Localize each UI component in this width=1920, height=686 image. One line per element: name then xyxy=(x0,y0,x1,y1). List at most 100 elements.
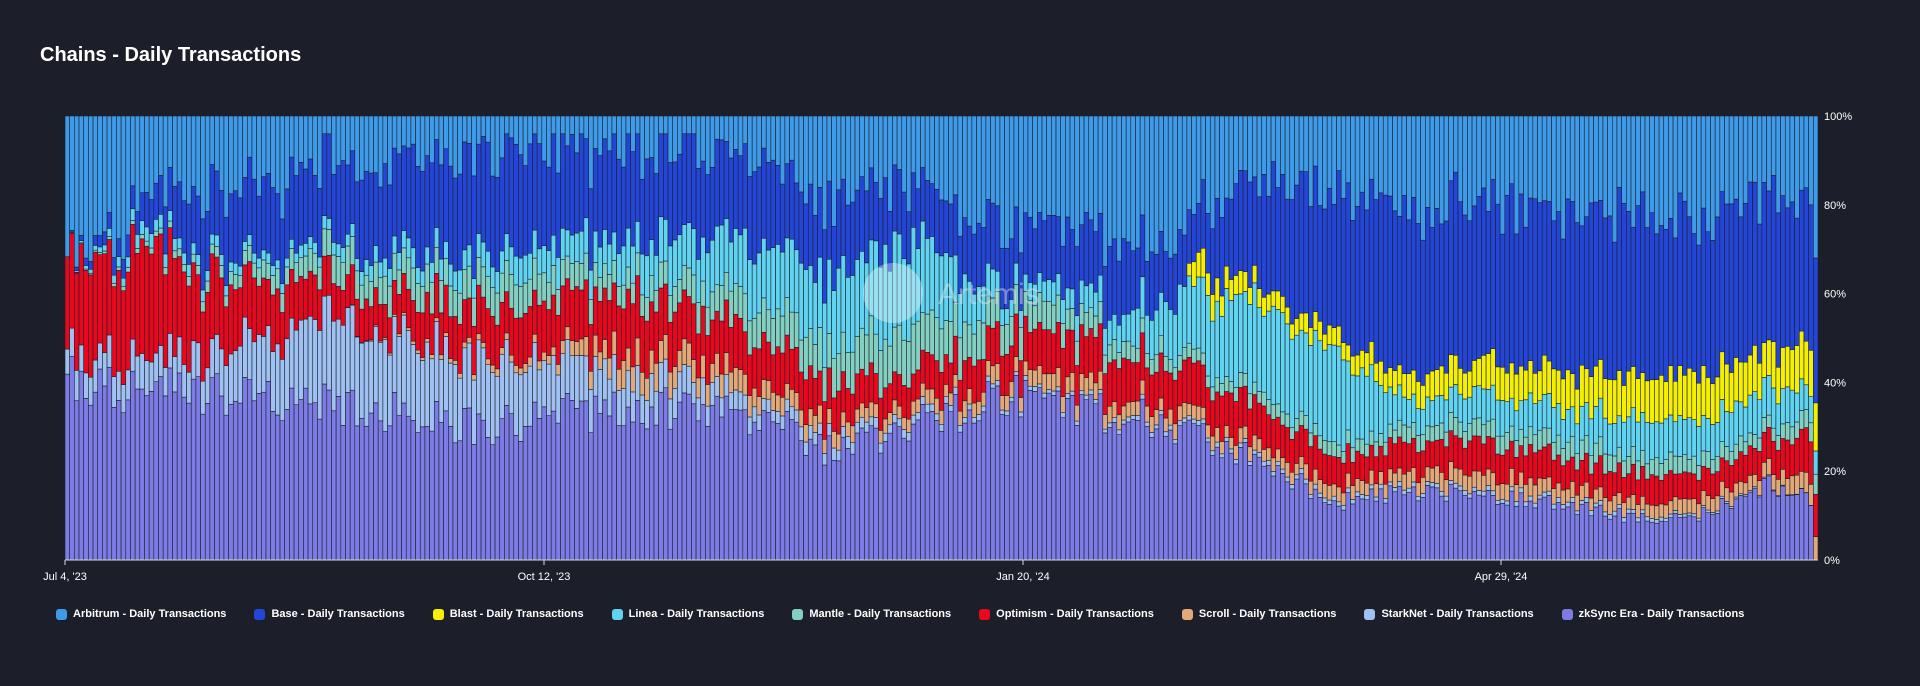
bar-segment xyxy=(354,115,360,183)
bar-segment xyxy=(850,115,856,203)
bar-segment xyxy=(1499,233,1506,368)
bar-segment xyxy=(1055,386,1062,392)
bar-segment xyxy=(1654,522,1660,561)
bar-segment xyxy=(1780,388,1786,425)
bar-segment xyxy=(541,351,547,361)
bar-segment xyxy=(583,279,589,337)
bar-segment xyxy=(1467,475,1473,495)
bar-segment xyxy=(195,274,201,344)
bar-segment xyxy=(1200,276,1206,354)
bar-segment xyxy=(1303,171,1309,314)
legend-item[interactable]: Base - Daily Transactions xyxy=(254,608,405,620)
bar-segment xyxy=(228,271,234,286)
bar-segment xyxy=(1200,407,1206,420)
bar-segment xyxy=(1541,491,1548,498)
bar-segment xyxy=(1261,391,1267,407)
bar-segment xyxy=(1139,398,1146,561)
bar-segment xyxy=(1336,457,1342,488)
bar-segment xyxy=(859,327,865,370)
bar-segment xyxy=(803,203,809,270)
bar-segment xyxy=(1359,480,1365,495)
bar-segment xyxy=(733,115,739,150)
bar-segment xyxy=(1079,279,1085,304)
bar-segment xyxy=(125,267,131,273)
bar-segment xyxy=(541,272,547,302)
bar-segment xyxy=(583,355,589,402)
legend-item[interactable]: zkSync Era - Daily Transactions xyxy=(1561,608,1744,620)
bar-segment xyxy=(303,278,309,320)
bar-segment xyxy=(1195,347,1202,362)
bar-segment xyxy=(1420,450,1426,478)
bar-segment xyxy=(167,333,173,369)
bar-segment xyxy=(172,391,178,561)
bar-segment xyxy=(560,285,566,341)
bar-segment xyxy=(1200,418,1206,425)
bar-segment xyxy=(1242,441,1248,561)
bar-segment xyxy=(1027,369,1033,387)
bar-segment xyxy=(1308,345,1314,434)
legend-item[interactable]: Blast - Daily Transactions xyxy=(432,608,584,620)
bar-segment xyxy=(994,205,1001,272)
bar-segment xyxy=(391,279,398,315)
bar-segment xyxy=(747,416,753,436)
bar-segment xyxy=(803,455,809,561)
bar-segment xyxy=(878,198,884,268)
bar-segment xyxy=(513,255,519,286)
legend-item[interactable]: Scroll - Daily Transactions xyxy=(1181,608,1336,620)
bar-segment xyxy=(756,348,762,397)
bar-segment xyxy=(1149,416,1155,433)
bar-segment xyxy=(293,175,300,254)
bar-segment xyxy=(1546,476,1552,492)
bar-segment xyxy=(1420,477,1426,494)
bar-segment xyxy=(1691,498,1697,515)
bar-segment xyxy=(232,115,239,192)
bar-segment xyxy=(518,115,524,156)
bar-segment xyxy=(1373,496,1379,502)
bar-segment xyxy=(518,154,524,259)
legend-item[interactable]: Linea - Daily Transactions xyxy=(611,608,764,620)
bar-segment xyxy=(644,255,650,298)
bar-segment xyxy=(1046,301,1052,330)
bar-segment xyxy=(948,411,954,561)
bar-segment xyxy=(564,255,571,280)
bar-segment xyxy=(630,282,636,304)
bar-segment xyxy=(1322,497,1328,503)
bar-segment xyxy=(1275,416,1281,450)
bar-segment xyxy=(864,190,870,264)
legend-item[interactable]: StarkNet - Daily Transactions xyxy=(1364,608,1534,620)
bar-segment xyxy=(868,401,875,418)
bar-segment xyxy=(798,426,804,441)
legend-swatch xyxy=(792,608,804,620)
bar-segment xyxy=(1682,419,1688,456)
bar-segment xyxy=(971,365,977,404)
bar-segment xyxy=(1654,233,1660,380)
bar-segment xyxy=(990,365,996,385)
bar-segment xyxy=(1668,500,1674,515)
bar-segment xyxy=(1130,415,1136,420)
bar-segment xyxy=(1172,443,1178,561)
legend-item[interactable]: Arbitrum - Daily Transactions xyxy=(56,608,226,620)
bar-segment xyxy=(1439,490,1445,497)
bar-segment xyxy=(1411,437,1417,469)
bar-segment xyxy=(1453,171,1459,356)
bar-segment xyxy=(1359,350,1365,369)
legend-item[interactable]: Optimism - Daily Transactions xyxy=(979,608,1154,620)
bar-segment xyxy=(602,229,608,265)
bar-segment xyxy=(1803,409,1809,428)
bar-segment xyxy=(1597,500,1604,506)
bar-segment xyxy=(733,228,739,284)
bar-segment xyxy=(1710,512,1716,515)
bar-segment xyxy=(1308,480,1314,495)
bar-segment xyxy=(1177,115,1183,230)
bar-segment xyxy=(312,252,318,276)
legend-item[interactable]: Mantle - Daily Transactions xyxy=(792,608,951,620)
bar-segment xyxy=(1439,395,1445,424)
bar-segment xyxy=(1396,481,1403,487)
bar-segment xyxy=(1312,488,1319,561)
bar-segment xyxy=(214,170,220,236)
bar-segment xyxy=(377,342,384,422)
bar-segment xyxy=(1317,492,1323,498)
bar-segment xyxy=(1088,389,1094,395)
bar-segment xyxy=(97,235,103,248)
bar-segment xyxy=(1434,483,1440,489)
